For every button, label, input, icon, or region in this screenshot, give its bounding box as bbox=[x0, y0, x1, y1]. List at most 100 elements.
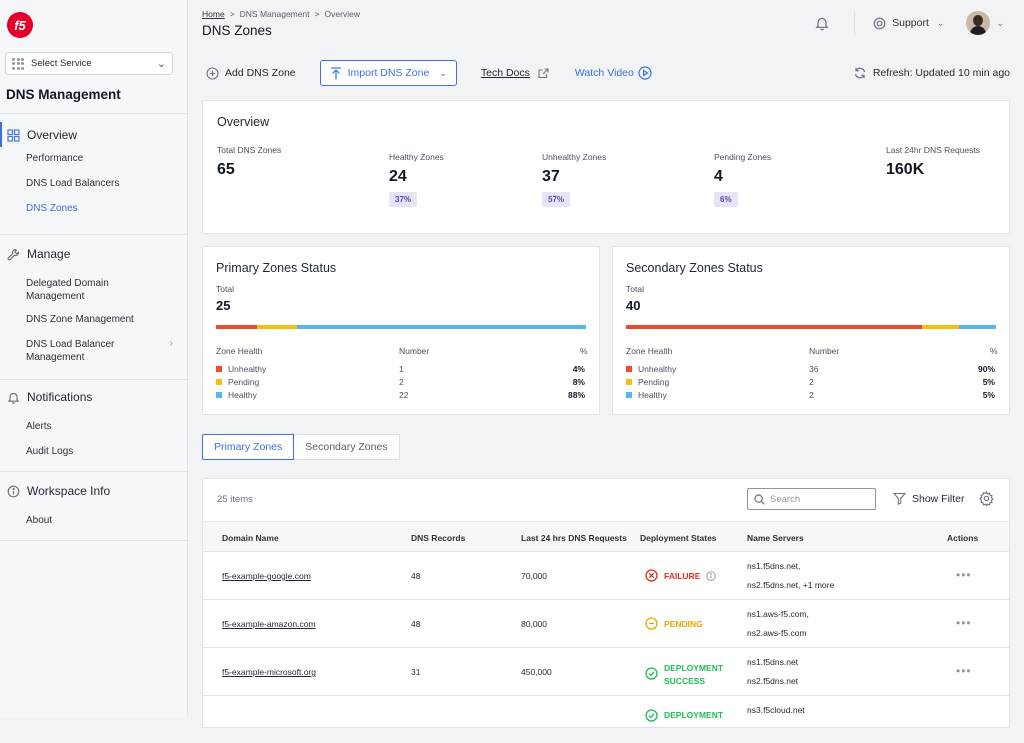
stat-percent-badge: 57% bbox=[542, 192, 571, 207]
nav-head-manage[interactable]: Manage bbox=[0, 242, 187, 266]
legend-number: 36 bbox=[809, 364, 819, 374]
row-actions-more-icon[interactable]: ••• bbox=[956, 664, 972, 678]
toolbar: Add DNS Zone Import DNS Zone ⌄ Tech Docs… bbox=[206, 60, 1010, 86]
breadcrumb: Home > DNS Management > Overview bbox=[202, 9, 360, 19]
stat-dns-requests: Last 24hr DNS Requests 160K bbox=[886, 145, 980, 179]
total-label: Total bbox=[626, 284, 644, 294]
info-icon[interactable] bbox=[706, 571, 717, 581]
sidebar-item-audit-logs[interactable]: Audit Logs bbox=[26, 446, 74, 457]
refresh-button[interactable]: Refresh: Updated 10 min ago bbox=[854, 67, 1010, 79]
col-domain-name[interactable]: Domain Name bbox=[222, 533, 279, 543]
legend-percent: 4% bbox=[572, 364, 585, 374]
col-name-servers[interactable]: Name Servers bbox=[747, 533, 804, 543]
sidebar-item-performance[interactable]: Performance bbox=[26, 153, 84, 164]
row-actions-more-icon[interactable]: ••• bbox=[956, 616, 972, 630]
legend-swatch bbox=[626, 379, 632, 385]
col-actions: Actions bbox=[947, 533, 979, 543]
tech-docs-link[interactable]: Tech Docs bbox=[481, 67, 549, 79]
stat-value: 65 bbox=[217, 161, 235, 178]
support-menu[interactable]: Support ⌄ bbox=[873, 17, 944, 30]
check-circle-icon bbox=[645, 709, 658, 722]
import-dns-zone-button[interactable]: Import DNS Zone ⌄ bbox=[319, 60, 457, 86]
show-filter-button[interactable]: Show Filter bbox=[892, 492, 965, 506]
nav-section-manage: Manage Delegated Domain Management DNS Z… bbox=[0, 234, 187, 379]
sidebar-item-delegated-domain[interactable]: Delegated Domain Management bbox=[26, 278, 109, 302]
f5-logo[interactable]: f5 bbox=[7, 12, 33, 38]
legend-swatch bbox=[626, 392, 632, 398]
tab-secondary-zones[interactable]: Secondary Zones bbox=[294, 434, 400, 460]
dns-requests-value: 450,000 bbox=[521, 667, 552, 677]
search-icon bbox=[754, 493, 765, 505]
legend-percent: 90% bbox=[977, 364, 995, 374]
watch-video-label: Watch Video bbox=[574, 67, 634, 79]
sidebar-item-dns-lb-management[interactable]: DNS Load Balancer Management bbox=[26, 339, 115, 363]
col-dns-records[interactable]: DNS Records bbox=[411, 533, 466, 543]
legend-number: 22 bbox=[399, 390, 409, 400]
sidebar-item-about[interactable]: About bbox=[26, 515, 53, 526]
plus-circle-icon bbox=[206, 66, 219, 80]
domain-link[interactable]: f5-example-google.com bbox=[222, 571, 311, 581]
tech-docs-label: Tech Docs bbox=[480, 67, 530, 79]
legend-percent: 5% bbox=[982, 377, 995, 387]
filter-funnel-icon bbox=[892, 492, 907, 506]
upload-icon bbox=[330, 66, 342, 80]
select-service-dropdown[interactable]: Select Service ⌄ bbox=[5, 52, 173, 75]
sidebar-item-dns-load-balancers[interactable]: DNS Load Balancers bbox=[26, 178, 120, 189]
total-value: 25 bbox=[216, 298, 231, 313]
notifications-bell-icon[interactable] bbox=[814, 15, 830, 31]
table-row: f5-example-google.com 48 70,000 FAILURE … bbox=[203, 551, 1009, 599]
domain-link[interactable]: f5-example-microsoft.org bbox=[222, 667, 317, 677]
deployment-state-label: PENDING bbox=[664, 619, 703, 629]
name-server-2: ns2.aws-f5.com bbox=[747, 628, 807, 638]
sidebar-item-dns-zones[interactable]: DNS Zones bbox=[26, 203, 78, 214]
stat-value: 37 bbox=[542, 168, 560, 185]
col-deployment-states[interactable]: Deployment States bbox=[640, 533, 717, 543]
name-server-1: ns1.aws-f5.com, bbox=[747, 609, 809, 619]
deployment-state-pending: PENDING bbox=[645, 617, 703, 630]
health-bar-segment-pending bbox=[256, 325, 298, 329]
nav-head-overview[interactable]: Overview bbox=[0, 123, 187, 147]
col-dns-requests[interactable]: Last 24 hrs DNS Requests bbox=[521, 533, 627, 543]
chevron-down-icon: ⌄ bbox=[936, 17, 945, 28]
row-actions-more-icon[interactable]: ••• bbox=[956, 568, 972, 582]
app-title: DNS Management bbox=[6, 87, 121, 102]
watch-video-link[interactable]: Watch Video bbox=[575, 66, 652, 80]
table-row: f5-example-amazon.com 48 80,000 PENDING … bbox=[203, 599, 1009, 647]
nav-head-label: Overview bbox=[27, 128, 78, 142]
user-avatar[interactable] bbox=[966, 11, 991, 35]
stat-label: Unhealthy Zones bbox=[542, 152, 607, 162]
health-bar-segment-healthy bbox=[297, 325, 586, 329]
table-settings-gear-icon[interactable] bbox=[979, 491, 994, 508]
legend-number: 2 bbox=[809, 390, 814, 400]
secondary-status-title: Secondary Zones Status bbox=[626, 261, 763, 275]
top-right-controls: Support ⌄ ⌄ bbox=[814, 11, 1004, 35]
nav-head-workspace[interactable]: Workspace Info bbox=[0, 479, 187, 503]
breadcrumb-home[interactable]: Home bbox=[202, 9, 225, 19]
stat-label: Healthy Zones bbox=[389, 152, 444, 162]
sidebar-item-dns-zone-management[interactable]: DNS Zone Management bbox=[26, 314, 134, 325]
legend-number: 1 bbox=[399, 364, 404, 374]
name-server-2: ns2.f5dns.net, +1 more bbox=[747, 580, 835, 590]
external-link-icon bbox=[538, 67, 549, 79]
name-server-1: ns1.f5dns.net bbox=[747, 657, 799, 667]
nav-head-notifications[interactable]: Notifications bbox=[0, 385, 187, 409]
add-dns-zone-button[interactable]: Add DNS Zone bbox=[206, 66, 296, 80]
col-zone-health: Zone Health bbox=[216, 346, 263, 356]
domain-link[interactable]: f5-example-amazon.com bbox=[222, 619, 316, 629]
health-bar-segment-healthy bbox=[959, 325, 996, 329]
sidebar-item-alerts[interactable]: Alerts bbox=[26, 421, 52, 432]
search-input[interactable]: Search bbox=[747, 488, 876, 510]
secondary-zones-status-card: Secondary Zones Status Total 40 Zone Hea… bbox=[612, 246, 1010, 415]
chevron-right-icon: › bbox=[169, 338, 173, 349]
overview-title: Overview bbox=[217, 115, 270, 129]
chevron-down-icon[interactable]: ⌄ bbox=[996, 17, 1004, 28]
active-indicator bbox=[0, 122, 2, 147]
col-zone-health: Zone Health bbox=[626, 346, 673, 356]
tab-primary-zones[interactable]: Primary Zones bbox=[202, 434, 295, 460]
refresh-icon bbox=[854, 67, 866, 79]
col-percent: % bbox=[990, 346, 998, 356]
deployment-state-label: DEPLOYMENT SUCCESS bbox=[664, 663, 724, 686]
support-label: Support bbox=[892, 17, 929, 29]
divider bbox=[854, 11, 856, 35]
total-label: Total bbox=[216, 284, 234, 294]
